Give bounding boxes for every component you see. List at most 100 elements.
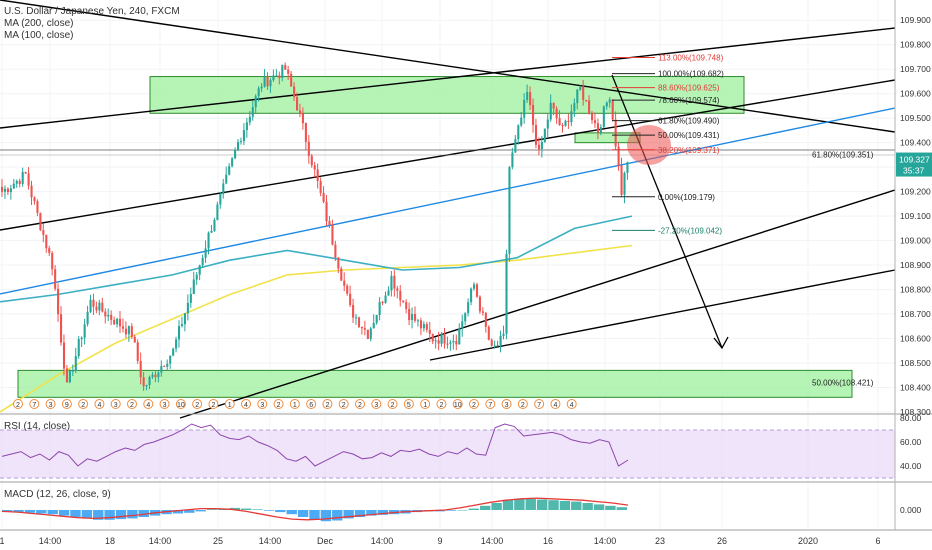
macd-histogram-bar — [445, 510, 457, 511]
event-marker[interactable] — [175, 399, 186, 409]
candle-body — [145, 385, 148, 387]
macd-histogram-bar — [275, 510, 286, 513]
event-marker[interactable] — [241, 399, 251, 409]
ma100-label: MA (100, close) — [4, 30, 74, 41]
fib-label: 61.80%(109.490) — [658, 117, 720, 126]
event-marker[interactable] — [289, 399, 300, 409]
candle-body — [237, 141, 240, 151]
event-marker[interactable] — [159, 399, 170, 409]
event-marker[interactable] — [469, 399, 479, 409]
candle-body — [307, 141, 310, 156]
candle-body — [443, 333, 446, 344]
macd-histogram-bar — [525, 498, 536, 510]
candle-body — [139, 360, 142, 378]
candle-body — [77, 339, 80, 357]
x-tick-label: 2020 — [798, 536, 818, 546]
candle-body — [121, 326, 125, 329]
candle-body — [605, 102, 608, 107]
event-marker[interactable] — [322, 399, 333, 409]
event-marker-label: 2 — [521, 402, 525, 409]
candle-body — [157, 372, 160, 378]
candle-body — [192, 279, 195, 294]
event-marker[interactable] — [61, 399, 72, 409]
candle-body — [502, 333, 505, 336]
candle-body — [360, 326, 363, 329]
candle-body — [393, 275, 396, 289]
event-marker[interactable] — [485, 399, 496, 409]
event-marker[interactable] — [257, 399, 268, 409]
event-marker[interactable] — [501, 399, 512, 409]
event-marker[interactable] — [273, 399, 284, 409]
macd-histogram-bar — [548, 500, 559, 510]
event-marker[interactable] — [338, 399, 349, 409]
candle-body — [546, 119, 549, 129]
macd-histogram-bar — [70, 510, 81, 517]
candle-body — [449, 342, 452, 344]
candle-body — [207, 232, 210, 249]
event-marker-label: 3 — [163, 402, 167, 409]
event-marker[interactable] — [517, 399, 528, 409]
candle-body — [381, 301, 384, 303]
macd-histogram-bar — [229, 507, 241, 510]
y-tick-label: 109.900 — [900, 15, 931, 25]
event-marker[interactable] — [452, 399, 463, 409]
x-tick-label: 14:00 — [371, 536, 394, 546]
candle-body — [617, 146, 620, 166]
event-marker[interactable] — [306, 399, 317, 409]
candle-body — [104, 311, 107, 317]
event-marker[interactable] — [13, 399, 23, 409]
candle-body — [183, 313, 186, 325]
macd-histogram-bar — [263, 510, 275, 511]
event-marker[interactable] — [371, 399, 382, 409]
event-marker[interactable] — [403, 399, 414, 409]
event-marker-label: 7 — [488, 402, 492, 409]
event-marker[interactable] — [566, 399, 577, 409]
event-marker[interactable] — [436, 399, 447, 409]
candle-body — [57, 288, 60, 315]
rsi-label: RSI (14, close) — [4, 421, 71, 432]
candles-layer[interactable] — [1, 62, 629, 391]
candle-body — [437, 340, 440, 344]
zones-layer — [17, 76, 853, 398]
candle-body — [334, 244, 337, 258]
macd-histogram-bar — [377, 510, 388, 515]
event-marker[interactable] — [192, 399, 203, 409]
event-marker[interactable] — [78, 399, 89, 409]
candle-body — [231, 158, 234, 167]
event-marker-label: 4 — [570, 402, 574, 409]
event-marker-label: 2 — [16, 402, 20, 409]
candle-body — [452, 340, 455, 343]
event-marker-label: 1 — [423, 402, 427, 409]
candle-body — [116, 318, 119, 325]
event-marker-label: 10 — [177, 402, 185, 409]
event-marker[interactable] — [110, 399, 121, 409]
zone-support — [17, 369, 853, 398]
event-marker[interactable] — [355, 399, 365, 409]
event-marker[interactable] — [224, 399, 235, 409]
y-tick-label: 108.400 — [900, 383, 931, 393]
event-marker[interactable] — [127, 399, 137, 409]
x-tick-label: 9 — [437, 536, 442, 546]
candle-body — [620, 165, 623, 195]
event-marker[interactable] — [29, 399, 40, 409]
candle-body — [349, 293, 352, 305]
event-markers-layer[interactable]: 2 7 3 9 2 4 3 2 4 3 10 2 2 1 4 3 2 1 6 2 2 2 3 2 5 1 2 10 2 7 3 2 7 4 4 — [13, 399, 577, 410]
event-marker[interactable] — [94, 399, 105, 409]
candle-body — [6, 188, 9, 193]
event-marker[interactable] — [208, 399, 219, 409]
event-marker[interactable] — [387, 399, 398, 409]
candle-body — [470, 288, 473, 303]
candle-body — [396, 288, 399, 291]
candle-body — [234, 150, 237, 159]
event-marker[interactable] — [45, 399, 56, 409]
event-marker[interactable] — [550, 399, 561, 409]
candle-body — [39, 212, 42, 231]
candle-body — [130, 326, 133, 337]
event-marker[interactable] — [143, 399, 154, 409]
y-tick-label: 109.800 — [900, 40, 931, 50]
event-marker[interactable] — [420, 399, 431, 409]
event-marker[interactable] — [534, 399, 545, 409]
event-marker-label: 2 — [439, 402, 443, 409]
